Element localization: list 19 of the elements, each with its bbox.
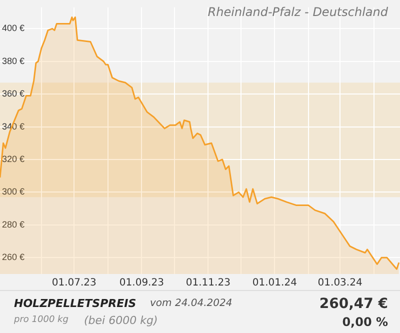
y-tick-label: 380 € (2, 56, 25, 66)
x-tick-label: 01.01.24 (252, 278, 297, 289)
text: pro 1000 kg (14, 315, 68, 325)
x-tick-label: 01.09.23 (119, 278, 164, 289)
y-tick-label: 260 € (2, 252, 25, 262)
y-tick-label: 400 € (2, 23, 25, 34)
x-tick-label: 01.07.23 (52, 278, 96, 289)
y-tick-label: 300 € (2, 186, 25, 197)
chart-title: Rheinland-Pfalz - Deutschland (208, 5, 388, 19)
y-tick-label: 360 € (2, 88, 25, 99)
x-tick-label: 01.03.24 (318, 278, 362, 289)
text: HOLZPELLETSPREIS (14, 297, 136, 310)
y-tick-label: 320 € (2, 154, 25, 164)
y-tick-label: 280 € (2, 219, 25, 230)
text: 260,47 € (319, 296, 388, 312)
text: vom 24.04.2024 (150, 298, 232, 309)
text: (bei 6000 kg) (84, 314, 158, 327)
x-tick-label: 01.11.23 (186, 278, 230, 289)
text: 0,00 % (342, 315, 388, 329)
